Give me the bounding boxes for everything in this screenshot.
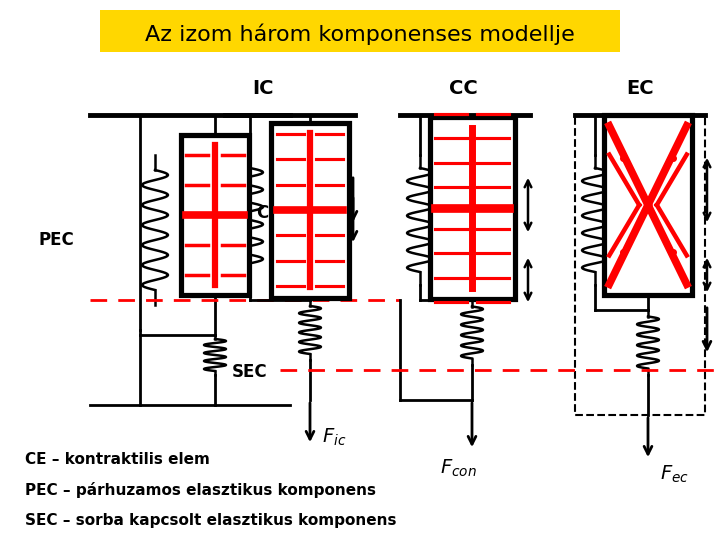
Bar bbox=[575, 115, 705, 415]
Bar bbox=[604, 115, 692, 295]
FancyBboxPatch shape bbox=[100, 10, 620, 52]
Bar bbox=[181, 135, 249, 295]
Text: CE: CE bbox=[256, 204, 279, 222]
Bar bbox=[430, 117, 515, 299]
Text: $F_{ic}$: $F_{ic}$ bbox=[322, 427, 346, 448]
Text: SEC – sorba kapcsolt elasztikus komponens: SEC – sorba kapcsolt elasztikus komponen… bbox=[25, 512, 397, 528]
Text: $F_{con}$: $F_{con}$ bbox=[440, 457, 477, 478]
Text: CC: CC bbox=[449, 78, 477, 98]
Text: PEC – párhuzamos elasztikus komponens: PEC – párhuzamos elasztikus komponens bbox=[25, 482, 376, 498]
Text: IC: IC bbox=[252, 78, 274, 98]
Text: EC: EC bbox=[626, 78, 654, 98]
Bar bbox=[271, 123, 349, 298]
Text: SEC: SEC bbox=[232, 363, 268, 381]
Text: Az izom három komponenses modellje: Az izom három komponenses modellje bbox=[145, 23, 575, 45]
Text: $F_{ec}$: $F_{ec}$ bbox=[660, 463, 689, 485]
Text: PEC: PEC bbox=[38, 231, 73, 249]
Text: CE – kontraktilis elem: CE – kontraktilis elem bbox=[25, 453, 210, 468]
